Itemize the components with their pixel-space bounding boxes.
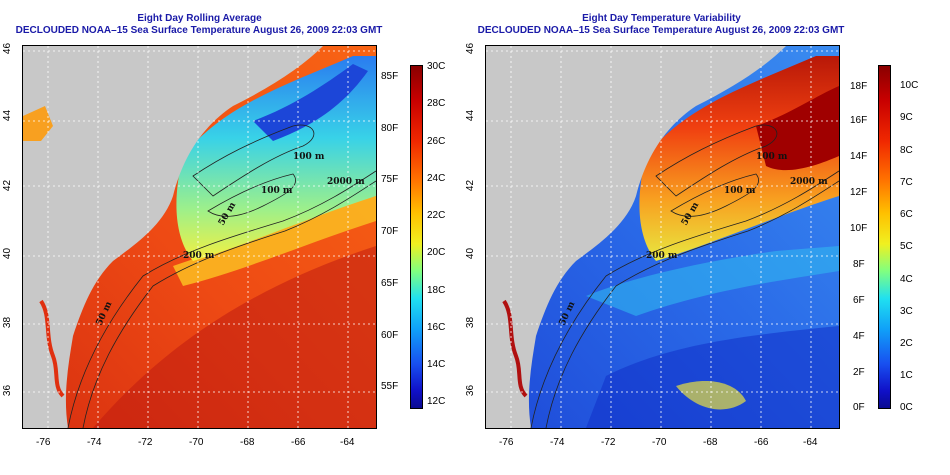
left-cbar-c-label: 30C [427,61,446,72]
right-hot-core [756,86,839,171]
left-map: 100 m 100 m 2000 m 50 m 200 m 50 m [22,45,377,429]
right-cbar-c-label: 0C [900,402,913,413]
right-map-image: 100 m 100 m 2000 m 50 m 200 m 50 m [486,46,839,428]
left-colorbar [410,65,423,409]
left-cbar-c-label: 28C [427,98,446,109]
right-cbar-c-label: 4C [900,274,913,285]
left-coastal-patch [23,106,53,141]
right-yellow-patch [676,381,746,410]
left-x-tick: -68 [240,437,255,448]
left-cbar-f-label: 80F [381,123,399,134]
right-y-tick: 40 [465,247,477,260]
right-y-tick: 44 [465,109,477,122]
right-cbar-f-label: 16F [850,115,868,126]
right-x-tick: -68 [703,437,718,448]
right-cbar-f-label: 8F [853,259,865,270]
left-cbar-c-label: 22C [427,210,446,221]
left-cbar-f-label: 75F [381,174,399,185]
left-grid [23,46,376,428]
left-y-tick: 46 [2,42,14,55]
right-grid [486,46,839,428]
right-contours [530,124,839,428]
right-x-tick: -66 [754,437,769,448]
left-cbar-c-label: 24C [427,173,446,184]
right-estuary [502,299,528,398]
left-x-tick: -76 [36,437,51,448]
left-contour-label-1: 100 m [293,152,325,162]
right-map: 100 m 100 m 2000 m 50 m 200 m 50 m [485,45,840,429]
right-cbar-f-label: 2F [853,367,865,378]
left-contours [67,124,376,428]
left-x-tick: -72 [138,437,153,448]
right-cbar-f-label: 4F [853,331,865,342]
left-cbar-c-label: 14C [427,359,446,370]
right-contour-label-3: 2000 m [790,177,828,187]
right-cbar-f-label: 14F [850,151,868,162]
right-cbar-c-label: 3C [900,306,913,317]
right-cbar-c-label: 6C [900,209,913,220]
left-cbar-c-label: 20C [427,247,446,258]
right-y-tick: 46 [465,42,477,55]
left-cbar-f-label: 85F [381,71,399,82]
right-deep-blue [586,326,839,428]
left-x-tick: -74 [87,437,102,448]
right-x-tick: -70 [652,437,667,448]
left-contour-label-5: 200 m [183,251,215,261]
right-contour-label-1: 100 m [756,152,788,162]
left-front [173,196,376,286]
left-cbar-f-label: 70F [381,226,399,237]
right-x-tick: -64 [803,437,818,448]
left-cbar-f-label: 55F [381,381,399,392]
left-gulfstream [93,246,376,428]
left-y-tick: 42 [2,179,14,192]
left-x-tick: -66 [291,437,306,448]
right-cbar-f-label: 18F [850,81,868,92]
right-title-line2: DECLOUDED NOAA–15 Sea Surface Temperatur… [477,25,845,36]
right-colorbar [878,65,891,409]
left-y-tick: 44 [2,109,14,122]
right-cbar-c-label: 5C [900,241,913,252]
left-y-tick: 36 [2,384,14,397]
right-x-tick: -72 [601,437,616,448]
right-cbar-f-label: 6F [853,295,865,306]
right-y-tick: 38 [465,316,477,329]
right-cbar-c-label: 1C [900,370,913,381]
right-y-tick: 36 [465,384,477,397]
right-cbar-c-label: 8C [900,145,913,156]
left-map-image: 100 m 100 m 2000 m 50 m 200 m 50 m [23,46,376,428]
left-estuary [39,299,65,398]
left-cbar-f-label: 60F [381,330,399,341]
right-cbar-c-label: 7C [900,177,913,188]
right-cbar-c-label: 10C [900,80,919,91]
left-cbar-c-label: 26C [427,136,446,147]
right-contour-label-5: 200 m [646,251,678,261]
right-cbar-f-label: 10F [850,223,868,234]
right-cbar-c-label: 9C [900,112,913,123]
left-title-line1: Eight Day Rolling Average [137,13,262,24]
right-y-tick: 42 [465,179,477,192]
left-cbar-c-label: 12C [427,396,446,407]
right-x-tick: -76 [499,437,514,448]
left-cbar-f-label: 65F [381,278,399,289]
right-x-tick: -74 [550,437,565,448]
left-cbar-c-label: 18C [427,285,446,296]
left-x-tick: -64 [340,437,355,448]
left-contour-label-2: 100 m [261,186,293,196]
right-cbar-c-label: 2C [900,338,913,349]
right-contour-label-2: 100 m [724,186,756,196]
right-title-line1: Eight Day Temperature Variability [582,13,741,24]
right-shelf-water [639,56,839,261]
left-cbar-c-label: 16C [427,322,446,333]
left-cold-core [253,64,368,141]
left-y-tick: 40 [2,247,14,260]
left-x-tick: -70 [189,437,204,448]
left-contour-label-3: 2000 m [327,177,365,187]
right-cbar-f-label: 12F [850,187,868,198]
right-cbar-f-label: 0F [853,402,865,413]
right-cyan-band [586,246,839,316]
left-title-line2: DECLOUDED NOAA–15 Sea Surface Temperatur… [15,25,383,36]
left-y-tick: 38 [2,316,14,329]
